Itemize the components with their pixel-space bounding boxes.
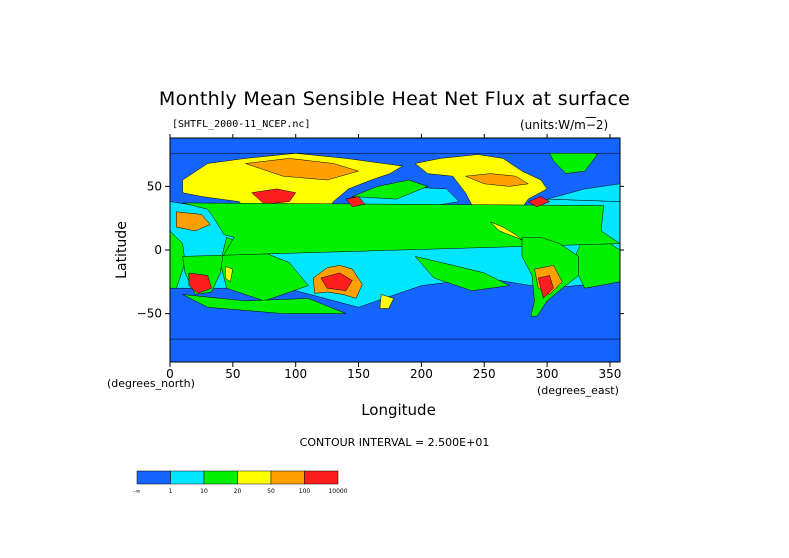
region-southern-green-1 xyxy=(182,294,347,314)
legend-swatch xyxy=(237,470,272,485)
x-tick-label: 50 xyxy=(225,367,240,381)
region-w-atlantic-green xyxy=(170,230,186,289)
region-south-africa-red xyxy=(188,272,212,294)
region-gulf-stream-red xyxy=(527,196,551,207)
x-tick-label: 100 xyxy=(284,367,307,381)
legend-label: 50 xyxy=(267,488,275,495)
y-tick-label: −50 xyxy=(137,307,162,321)
x-axis-label: Longitude xyxy=(361,401,436,419)
region-nw-pacific-green xyxy=(352,179,429,200)
x-axis-unit: (degrees_east) xyxy=(537,384,619,397)
legend-label: -∞ xyxy=(133,488,140,495)
legend-label: 10 xyxy=(200,488,208,495)
legend-label: 10000 xyxy=(328,488,347,495)
region-nz xyxy=(379,294,395,309)
legend-swatch xyxy=(270,470,305,485)
region-africa xyxy=(182,202,620,295)
x-tick-label: 250 xyxy=(473,367,496,381)
legend-label: 20 xyxy=(234,488,242,495)
region-sahara-orange xyxy=(176,211,211,232)
region-antarctica xyxy=(170,338,620,362)
flux-map xyxy=(170,138,620,362)
chart-title: Monthly Mean Sensible Heat Net Flux at s… xyxy=(158,88,631,110)
x-tick-label: 350 xyxy=(598,367,621,381)
region-central-asia-red xyxy=(251,188,297,205)
legend-label: 1 xyxy=(169,488,173,495)
legend-swatch xyxy=(304,470,339,485)
units-label: (units:W/m−2) xyxy=(520,118,609,132)
x-tick-label: 0 xyxy=(166,367,174,381)
region-africa-w xyxy=(170,202,171,245)
x-tick-label: 300 xyxy=(536,367,559,381)
region-australia-red xyxy=(320,272,353,291)
color-legend: -∞ 1 10 20 50 100 10000 xyxy=(133,470,348,495)
x-tick-label: 150 xyxy=(347,367,370,381)
y-tick-label: 0 xyxy=(154,243,162,257)
contour-interval-label: CONTOUR INTERVAL = 2.500E+01 xyxy=(299,436,490,449)
region-sa-red xyxy=(537,275,554,299)
y-axis-unit: (degrees_north) xyxy=(107,377,195,390)
source-label: [SHTFL_2000-11_NCEP.nc] xyxy=(172,119,311,130)
region-canada-orange xyxy=(465,173,529,187)
axes: 0 50 100 150 200 250 300 350 50 0 −50 xyxy=(137,134,624,381)
region-se-pacific-green xyxy=(414,255,511,291)
y-tick-label: 50 xyxy=(147,179,162,193)
x-tick-label: 200 xyxy=(410,367,433,381)
legend-swatch xyxy=(170,470,205,485)
legend-swatch xyxy=(136,470,171,485)
region-central-america xyxy=(490,221,523,241)
region-kuroshio-red xyxy=(345,196,366,207)
region-madagascar xyxy=(225,266,234,283)
region-n-atlantic-band xyxy=(547,183,620,202)
legend-label: 100 xyxy=(299,488,311,495)
legend-swatch xyxy=(203,470,238,485)
region-arctic xyxy=(170,138,620,154)
region-siberia-orange xyxy=(245,158,360,181)
